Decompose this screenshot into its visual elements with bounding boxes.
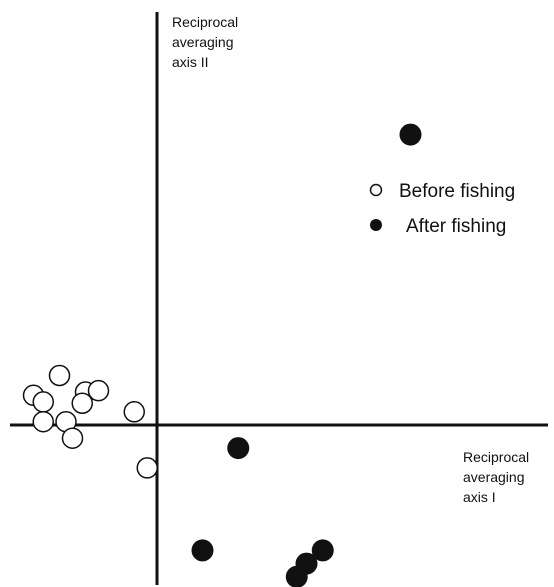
y-axis-label-line-3: axis II <box>172 54 209 70</box>
data-point-after-fishing-3 <box>191 539 214 562</box>
legend-label-before-fishing: Before fishing <box>399 181 515 202</box>
data-point-after-fishing-6 <box>285 565 308 587</box>
x-axis-label-line-3: axis I <box>463 489 496 505</box>
x-axis-label-line-1: Reciprocal <box>463 449 529 465</box>
data-point-after-fishing-2 <box>227 437 250 460</box>
data-point-before-fishing-6 <box>71 392 93 414</box>
y-axis-label-line-1: Reciprocal <box>172 14 238 30</box>
data-point-before-fishing-10 <box>61 427 84 449</box>
legend-marker-before-fishing <box>369 183 383 197</box>
y-axis-label-line-2: averaging <box>172 34 234 50</box>
data-point-before-fishing-8 <box>32 410 54 433</box>
data-point-before-fishing-11 <box>136 457 158 479</box>
y-axis-label: Reciprocal averaging axis II <box>172 14 238 70</box>
legend-marker-after-fishing <box>370 219 382 231</box>
legend: Before fishing After fishing <box>369 181 515 237</box>
data-point-before-fishing-1 <box>48 364 71 387</box>
data-point-after-fishing-1 <box>399 123 422 146</box>
data-point-after-fishing-5 <box>311 539 334 562</box>
legend-label-after-fishing: After fishing <box>406 216 506 237</box>
x-axis-label: Reciprocal averaging axis I <box>463 449 529 505</box>
x-axis-label-line-2: averaging <box>463 469 525 485</box>
data-point-before-fishing-5 <box>87 379 110 402</box>
data-point-before-fishing-7 <box>123 401 145 423</box>
data-point-before-fishing-3 <box>32 391 54 413</box>
points-layer <box>22 123 422 587</box>
